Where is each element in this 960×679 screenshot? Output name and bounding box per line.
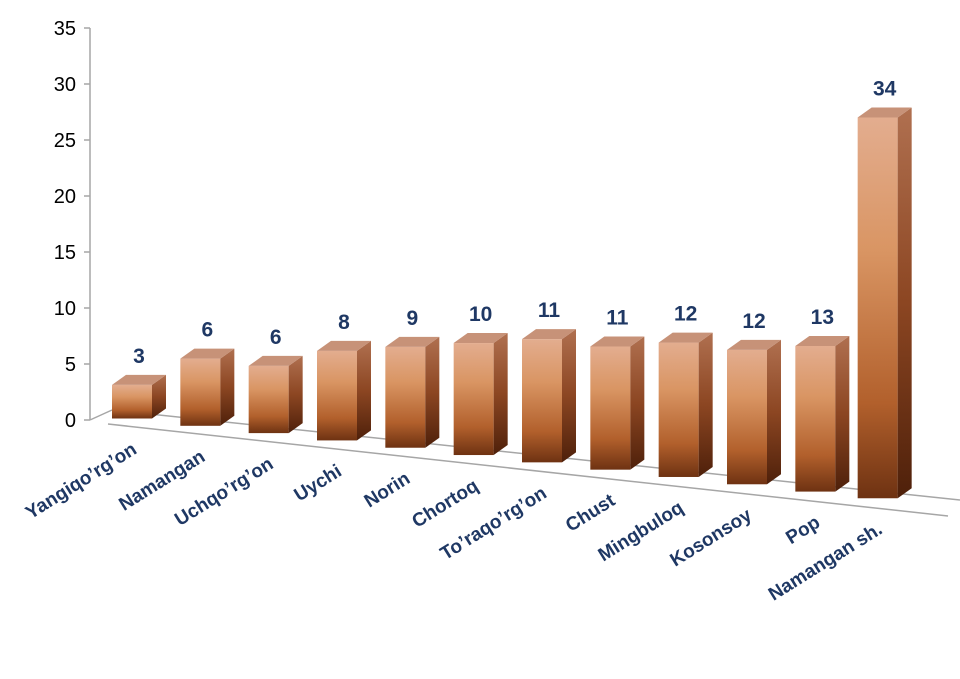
bar-value-label: 12 (674, 303, 697, 326)
bar-front (857, 117, 898, 499)
bar-side (767, 339, 781, 485)
bar-side (425, 336, 440, 448)
bar (857, 107, 912, 499)
bar-front (727, 349, 767, 485)
bar (727, 339, 781, 485)
category-label: Chortoq (409, 475, 483, 532)
bar-side (630, 336, 645, 470)
bar-top (453, 333, 508, 344)
bar-top (248, 355, 303, 366)
bar-side (357, 340, 371, 441)
y-tick-label: 20 (54, 186, 76, 208)
bar-top (180, 348, 235, 359)
y-tick-label: 15 (54, 242, 76, 264)
bar-value-label: 12 (742, 310, 765, 333)
category-label: Pop (782, 512, 824, 549)
bar-value-label: 6 (201, 319, 213, 342)
y-tick-label: 5 (65, 354, 76, 376)
bar-value-label: 10 (469, 303, 492, 326)
bar-front (248, 365, 289, 434)
bar (522, 329, 576, 463)
bar (453, 333, 508, 456)
bar-side (493, 333, 508, 456)
bar-top (385, 336, 440, 347)
y-tick-label: 25 (54, 130, 76, 152)
bar (112, 374, 166, 419)
bar-front (180, 358, 221, 426)
bar-value-label: 9 (406, 307, 418, 330)
bar (590, 336, 645, 470)
bar-top (522, 329, 576, 340)
bar-front (522, 339, 562, 463)
bar-front (795, 345, 836, 492)
bar-value-label: 11 (538, 299, 561, 322)
bar-side (220, 348, 235, 426)
category-label: Norin (361, 468, 414, 512)
bar-side (698, 332, 713, 477)
bar (795, 335, 850, 492)
floor-depth-line (89, 409, 113, 421)
bar-value-label: 6 (270, 326, 282, 349)
bar-top (658, 332, 713, 343)
bar-side (152, 374, 166, 419)
category-label: Uychi (291, 461, 346, 506)
bar-top (590, 336, 645, 347)
bar (658, 332, 713, 477)
bar (385, 336, 440, 448)
bar-value-label: 8 (338, 311, 350, 334)
bar-value-label: 34 (873, 77, 897, 100)
bar-side (835, 335, 850, 492)
bar (317, 340, 371, 441)
bar-front (453, 343, 494, 456)
bar-value-label: 3 (133, 345, 145, 368)
y-tick-label: 10 (54, 298, 76, 320)
x-axis-line (107, 423, 949, 517)
bar-side (897, 107, 912, 499)
bar-front (112, 384, 152, 419)
bar (248, 355, 303, 434)
bar (180, 348, 235, 426)
y-tick-label: 30 (54, 74, 76, 96)
bar-front (385, 346, 426, 448)
bar-top (795, 335, 850, 346)
bar-top (112, 374, 166, 385)
bar-front (317, 350, 357, 441)
bar-top (317, 340, 371, 351)
y-tick-label: 0 (65, 410, 76, 432)
bars (112, 107, 912, 499)
bar-front (658, 342, 699, 477)
y-tick-label: 35 (54, 18, 76, 40)
bar-side (288, 355, 303, 434)
y-axis-ticks: 0 5 10 15 20 25 30 35 (54, 18, 90, 432)
bar-side (562, 329, 576, 463)
bar-value-label: 11 (606, 306, 629, 329)
category-label: Chust (562, 490, 619, 537)
bar-value-label: 13 (811, 306, 834, 329)
bar-front (590, 346, 631, 470)
bar-top (727, 339, 781, 350)
bar-top (857, 107, 912, 118)
value-labels: 3 6 6 8 9 10 11 11 12 12 13 34 (133, 77, 897, 367)
